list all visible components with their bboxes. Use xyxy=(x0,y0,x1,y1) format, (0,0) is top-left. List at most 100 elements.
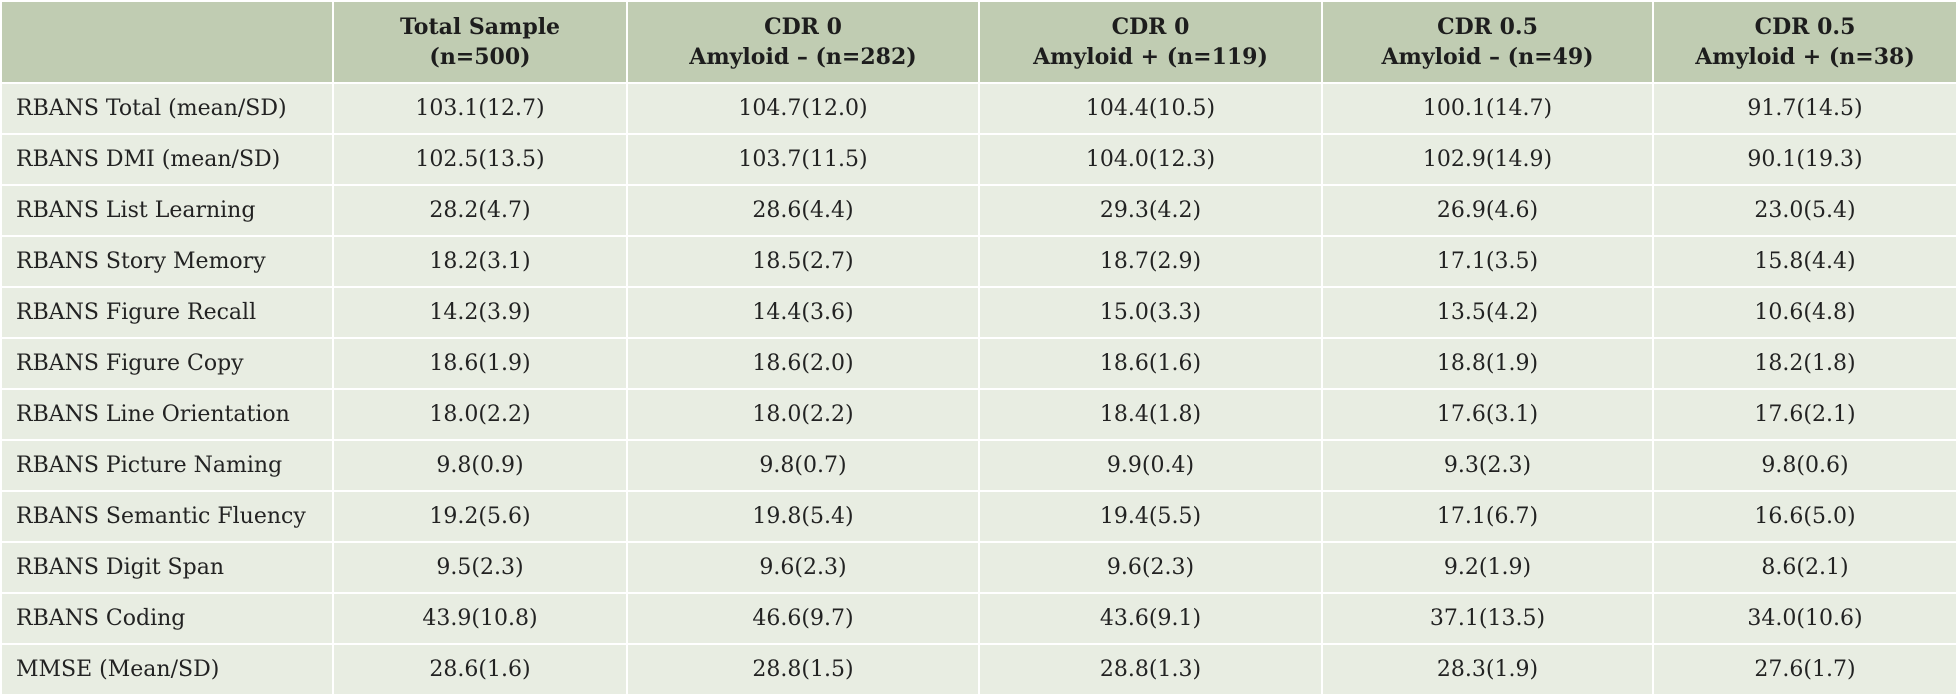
table-cell: 104.0(12.3) xyxy=(978,133,1323,186)
row-label: MMSE (Mean/SD) xyxy=(0,643,334,696)
header-line2: (n=500) xyxy=(429,44,531,70)
header-line1: CDR 0.5 xyxy=(1437,14,1538,40)
table-cell: 29.3(4.2) xyxy=(978,184,1323,237)
table-cell: 28.2(4.7) xyxy=(332,184,628,237)
table-row: RBANS Story Memory 18.2(3.1) 18.5(2.7) 18.7… xyxy=(0,235,1956,288)
table-cell: 28.6(4.4) xyxy=(626,184,980,237)
row-label: RBANS Story Memory xyxy=(0,235,334,288)
table-cell: 9.8(0.6) xyxy=(1652,439,1956,492)
table-cell: 90.1(19.3) xyxy=(1652,133,1956,186)
header-line2: Amyloid + (n=119) xyxy=(1033,44,1268,70)
table-cell: 18.5(2.7) xyxy=(626,235,980,288)
row-label: RBANS Picture Naming xyxy=(0,439,334,492)
row-label: RBANS Semantic Fluency xyxy=(0,490,334,543)
table-cell: 91.7(14.5) xyxy=(1652,82,1956,135)
table-cell: 18.2(3.1) xyxy=(332,235,628,288)
table-cell: 17.1(3.5) xyxy=(1321,235,1654,288)
table-cell: 9.6(2.3) xyxy=(978,541,1323,594)
table-cell: 19.8(5.4) xyxy=(626,490,980,543)
table-cell: 103.7(11.5) xyxy=(626,133,980,186)
table-cell: 10.6(4.8) xyxy=(1652,286,1956,339)
table-cell: 9.8(0.9) xyxy=(332,439,628,492)
header-line1: CDR 0 xyxy=(1111,14,1190,40)
table-cell: 28.3(1.9) xyxy=(1321,643,1654,696)
table-cell: 43.9(10.8) xyxy=(332,592,628,645)
table-cell: 100.1(14.7) xyxy=(1321,82,1654,135)
header-cell-cdr0-amyloid-neg: CDR 0 Amyloid – (n=282) xyxy=(626,0,980,84)
row-label: RBANS Figure Copy xyxy=(0,337,334,390)
table-cell: 9.9(0.4) xyxy=(978,439,1323,492)
table-cell: 19.4(5.5) xyxy=(978,490,1323,543)
table-cell: 34.0(10.6) xyxy=(1652,592,1956,645)
table-row: MMSE (Mean/SD) 28.6(1.6) 28.8(1.5) 28.8(1.3… xyxy=(0,643,1956,696)
header-line1: CDR 0.5 xyxy=(1754,14,1856,40)
header-line1: CDR 0 xyxy=(764,14,842,40)
table-cell: 102.5(13.5) xyxy=(332,133,628,186)
table-cell: 17.6(2.1) xyxy=(1652,388,1956,441)
table-row: RBANS Digit Span 9.5(2.3) 9.6(2.3) 9.6(2.3)… xyxy=(0,541,1956,594)
table-cell: 18.4(1.8) xyxy=(978,388,1323,441)
table-cell: 18.0(2.2) xyxy=(626,388,980,441)
table-body: RBANS Total (mean/SD) 103.1(12.7) 104.7(12… xyxy=(0,82,1956,696)
row-label: RBANS DMI (mean/SD) xyxy=(0,133,334,186)
table-cell: 46.6(9.7) xyxy=(626,592,980,645)
header-cell-cdr0-amyloid-pos: CDR 0 Amyloid + (n=119) xyxy=(978,0,1323,84)
table-cell: 18.2(1.8) xyxy=(1652,337,1956,390)
table-cell: 17.1(6.7) xyxy=(1321,490,1654,543)
header-cell-cdr05-amyloid-neg: CDR 0.5 Amyloid – (n=49) xyxy=(1321,0,1654,84)
row-label: RBANS Coding xyxy=(0,592,334,645)
table-row: RBANS DMI (mean/SD) 102.5(13.5) 103.7(11.5… xyxy=(0,133,1956,186)
table-cell: 104.7(12.0) xyxy=(626,82,980,135)
table-cell: 14.2(3.9) xyxy=(332,286,628,339)
table-cell: 27.6(1.7) xyxy=(1652,643,1956,696)
table-cell: 104.4(10.5) xyxy=(978,82,1323,135)
header-cell-cdr05-amyloid-pos: CDR 0.5 Amyloid + (n=38) xyxy=(1652,0,1956,84)
table-cell: 15.0(3.3) xyxy=(978,286,1323,339)
table-cell: 37.1(13.5) xyxy=(1321,592,1654,645)
table-cell: 26.9(4.6) xyxy=(1321,184,1654,237)
table-row: RBANS Picture Naming 9.8(0.9) 9.8(0.7) 9.9(… xyxy=(0,439,1956,492)
table-cell: 13.5(4.2) xyxy=(1321,286,1654,339)
table-cell: 18.6(2.0) xyxy=(626,337,980,390)
table-cell: 103.1(12.7) xyxy=(332,82,628,135)
table-row: RBANS Figure Recall 14.2(3.9) 14.4(3.6) 15.… xyxy=(0,286,1956,339)
row-label: RBANS Line Orientation xyxy=(0,388,334,441)
header-cell-row-label xyxy=(0,0,334,84)
table-row: RBANS Semantic Fluency 19.2(5.6) 19.8(5.4)… xyxy=(0,490,1956,543)
table-row: RBANS Line Orientation 18.0(2.2) 18.0(2.2)… xyxy=(0,388,1956,441)
row-label: RBANS List Learning xyxy=(0,184,334,237)
header-line2: Amyloid – (n=282) xyxy=(689,44,917,70)
table-cell: 18.6(1.6) xyxy=(978,337,1323,390)
header-line2: Amyloid + (n=38) xyxy=(1695,44,1915,70)
header-row: Total Sample (n=500) CDR 0 Amyloid – (n=… xyxy=(0,0,1956,84)
table-cell: 9.8(0.7) xyxy=(626,439,980,492)
table-cell: 9.6(2.3) xyxy=(626,541,980,594)
table-cell: 14.4(3.6) xyxy=(626,286,980,339)
row-label: RBANS Figure Recall xyxy=(0,286,334,339)
table-cell: 9.3(2.3) xyxy=(1321,439,1654,492)
table-cell: 16.6(5.0) xyxy=(1652,490,1956,543)
table-cell: 9.5(2.3) xyxy=(332,541,628,594)
table-cell: 19.2(5.6) xyxy=(332,490,628,543)
table-row: RBANS Figure Copy 18.6(1.9) 18.6(2.0) 18.6(… xyxy=(0,337,1956,390)
table-cell: 28.6(1.6) xyxy=(332,643,628,696)
table-cell: 18.6(1.9) xyxy=(332,337,628,390)
table-row: RBANS Total (mean/SD) 103.1(12.7) 104.7(12… xyxy=(0,82,1956,135)
table-cell: 8.6(2.1) xyxy=(1652,541,1956,594)
header-line1: Total Sample xyxy=(399,14,561,40)
table-row: RBANS Coding 43.9(10.8) 46.6(9.7) 43.6(9.1)… xyxy=(0,592,1956,645)
header-cell-total-sample: Total Sample (n=500) xyxy=(332,0,628,84)
table-cell: 18.0(2.2) xyxy=(332,388,628,441)
table-cell: 43.6(9.1) xyxy=(978,592,1323,645)
table-cell: 15.8(4.4) xyxy=(1652,235,1956,288)
row-label: RBANS Total (mean/SD) xyxy=(0,82,334,135)
table-cell: 28.8(1.3) xyxy=(978,643,1323,696)
header-line2: Amyloid – (n=49) xyxy=(1381,44,1594,70)
table-cell: 9.2(1.9) xyxy=(1321,541,1654,594)
row-label: RBANS Digit Span xyxy=(0,541,334,594)
table-row: RBANS List Learning 28.2(4.7) 28.6(4.4) 29.… xyxy=(0,184,1956,237)
table-cell: 23.0(5.4) xyxy=(1652,184,1956,237)
table-cell: 28.8(1.5) xyxy=(626,643,980,696)
